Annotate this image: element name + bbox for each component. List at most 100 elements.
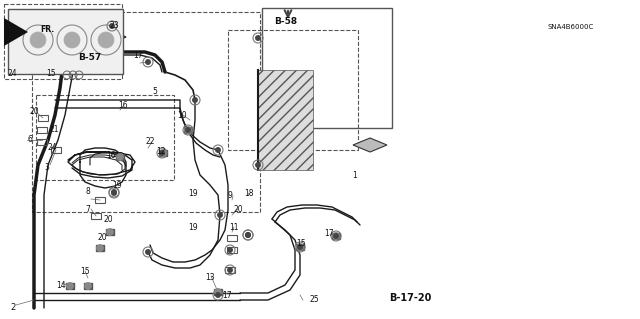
Text: 17: 17 [133, 50, 143, 60]
Text: 16: 16 [118, 100, 127, 109]
Circle shape [106, 228, 113, 235]
Circle shape [214, 288, 221, 295]
Bar [8, 9, 123, 74]
Circle shape [296, 243, 303, 250]
Text: 15: 15 [46, 70, 56, 78]
Bar [4, 4, 122, 79]
Bar [227, 247, 237, 253]
Circle shape [216, 293, 220, 297]
Circle shape [112, 190, 116, 194]
Text: 11: 11 [229, 222, 239, 232]
Text: 3: 3 [44, 162, 49, 172]
Circle shape [228, 248, 232, 252]
Bar [84, 283, 92, 289]
Bar [37, 139, 47, 145]
Text: 19: 19 [112, 181, 122, 189]
Text: 16: 16 [106, 151, 116, 160]
Text: 18: 18 [244, 189, 253, 197]
Bar [38, 115, 48, 121]
Text: 19: 19 [188, 224, 198, 233]
Bar [184, 127, 192, 133]
Text: 10: 10 [177, 110, 187, 120]
Bar [106, 229, 114, 235]
Circle shape [256, 36, 260, 40]
Circle shape [298, 245, 302, 249]
Circle shape [186, 128, 190, 132]
Text: 15: 15 [80, 268, 90, 277]
Text: 17: 17 [324, 228, 333, 238]
Circle shape [160, 151, 164, 155]
Circle shape [84, 283, 92, 290]
Circle shape [159, 150, 166, 157]
Polygon shape [4, 18, 28, 46]
Bar [258, 70, 313, 170]
Text: 1: 1 [352, 170, 356, 180]
Text: 20: 20 [30, 108, 40, 116]
Circle shape [112, 191, 116, 195]
Circle shape [30, 32, 46, 48]
Text: 15: 15 [296, 240, 306, 249]
Polygon shape [353, 138, 387, 152]
Circle shape [218, 213, 222, 217]
Circle shape [193, 98, 197, 102]
Text: 14: 14 [56, 280, 66, 290]
Bar [51, 147, 61, 153]
Text: B-57: B-57 [78, 53, 101, 62]
Text: B-58: B-58 [274, 18, 297, 26]
Bar [66, 283, 74, 289]
Text: SNA4B6000C: SNA4B6000C [548, 24, 595, 30]
Circle shape [246, 233, 250, 237]
Bar [159, 150, 167, 156]
Circle shape [246, 233, 250, 237]
Text: 13: 13 [205, 273, 214, 283]
Text: 25: 25 [310, 295, 319, 305]
Text: 17: 17 [222, 291, 232, 300]
Circle shape [67, 283, 74, 290]
Bar [228, 30, 358, 150]
Circle shape [146, 250, 150, 254]
Text: 20: 20 [98, 233, 108, 241]
Circle shape [98, 32, 114, 48]
Bar [91, 213, 101, 219]
Bar [36, 95, 174, 180]
Circle shape [216, 148, 220, 152]
Circle shape [116, 153, 124, 160]
Text: 2: 2 [10, 303, 15, 313]
Circle shape [146, 60, 150, 64]
Circle shape [333, 233, 339, 240]
Text: B-17-20: B-17-20 [389, 293, 431, 303]
Text: 9: 9 [228, 191, 233, 201]
Circle shape [184, 127, 191, 133]
Text: 20: 20 [104, 216, 114, 225]
Text: 23: 23 [110, 20, 120, 29]
Bar [332, 233, 340, 239]
Bar [32, 12, 260, 212]
Text: 6: 6 [27, 136, 32, 145]
Text: 24: 24 [8, 70, 18, 78]
Text: 19: 19 [188, 189, 198, 197]
Bar [296, 244, 304, 250]
Bar [96, 245, 104, 251]
Bar [37, 127, 47, 133]
Circle shape [64, 32, 80, 48]
Bar [214, 289, 222, 295]
Bar [262, 8, 392, 128]
Circle shape [109, 24, 115, 28]
Text: 22: 22 [146, 137, 156, 146]
Text: 20: 20 [233, 204, 243, 213]
Bar [227, 235, 237, 241]
Text: 8: 8 [85, 188, 90, 197]
Text: FR.: FR. [40, 26, 54, 34]
Circle shape [256, 163, 260, 167]
Text: 24: 24 [47, 144, 56, 152]
Text: 12: 12 [156, 147, 166, 157]
Circle shape [228, 268, 232, 272]
Bar [95, 197, 105, 203]
Text: 21: 21 [50, 125, 60, 135]
Bar [225, 267, 235, 273]
Bar [116, 154, 124, 160]
Text: 7: 7 [85, 205, 90, 214]
Text: 5: 5 [152, 86, 157, 95]
Circle shape [97, 244, 104, 251]
Circle shape [333, 234, 339, 238]
